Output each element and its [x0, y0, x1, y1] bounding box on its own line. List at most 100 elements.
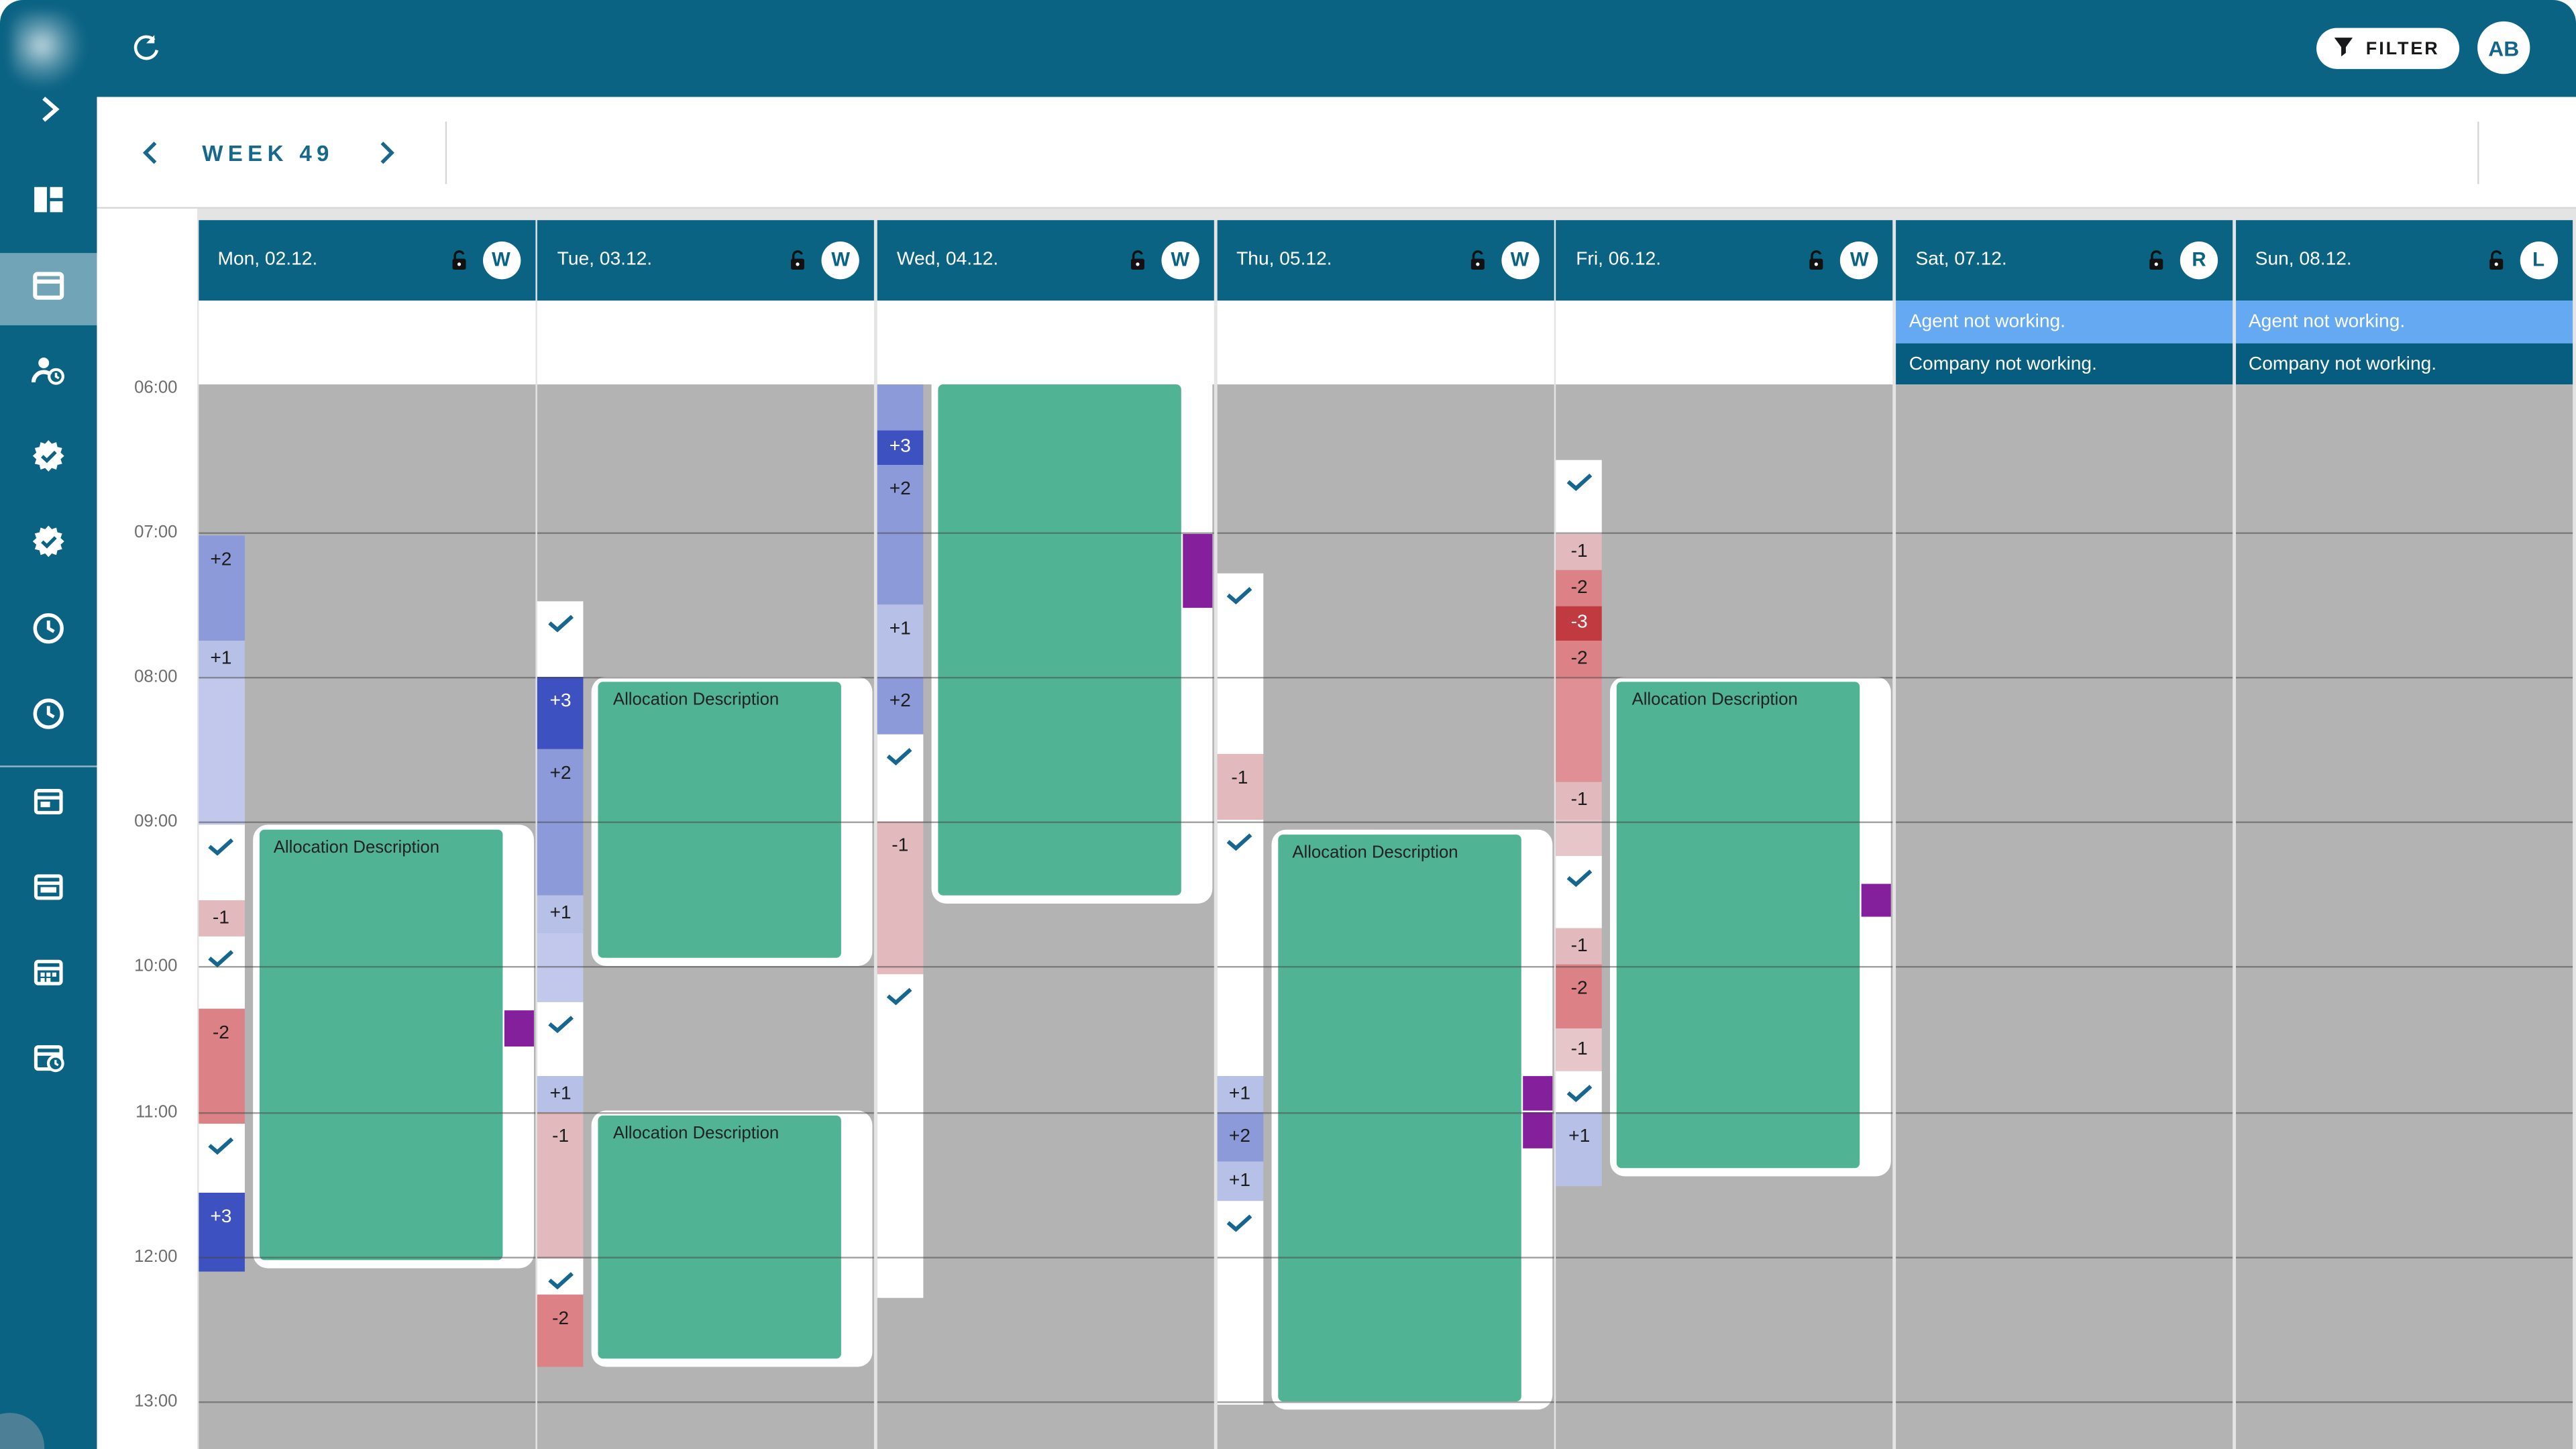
day-column-fri[interactable]: Allocation Description -1 -2 -3 -2 -1 -1 -2 -1 +1 — [1556, 384, 1893, 1449]
day-column-tue[interactable]: Allocation Description Allocation Descrip… — [537, 384, 875, 1449]
capacity-slot[interactable]: +1 — [198, 641, 244, 677]
capacity-slot[interactable]: -1 — [537, 1112, 584, 1258]
approved-slot[interactable] — [877, 734, 924, 822]
break-marker[interactable] — [1522, 1076, 1552, 1111]
capacity-slot[interactable]: -2 — [1556, 964, 1603, 1029]
capacity-slot[interactable] — [1556, 820, 1603, 856]
capacity-slot[interactable]: -2 — [1556, 570, 1603, 606]
day-header-mon[interactable]: Mon, 02.12. W — [198, 219, 535, 301]
capacity-slot[interactable]: -3 — [1556, 606, 1603, 641]
approved-slot[interactable] — [537, 1258, 584, 1295]
hour-gridline — [2235, 1256, 2573, 1258]
hour-gridline — [1556, 1401, 1893, 1403]
allocation-block[interactable]: Allocation Description — [592, 1110, 873, 1367]
capacity-slot[interactable] — [877, 384, 924, 431]
sidebar-item-schedule[interactable] — [0, 253, 97, 325]
approved-slot[interactable] — [1216, 1201, 1263, 1405]
capacity-slot[interactable]: -1 — [1556, 782, 1603, 820]
sidebar-item-planning[interactable] — [0, 1025, 97, 1097]
capacity-slot[interactable]: -2 — [537, 1294, 584, 1367]
next-week-button[interactable] — [373, 140, 399, 166]
allocation-block[interactable]: Allocation Description — [1610, 676, 1892, 1177]
break-marker[interactable] — [503, 1010, 533, 1046]
day-label: Sat, 07.12. — [1915, 250, 2007, 270]
capacity-slot[interactable]: +1 — [1216, 1161, 1263, 1201]
capacity-slot[interactable] — [198, 676, 244, 825]
sidebar-item-time[interactable] — [0, 596, 97, 669]
capacity-slot[interactable]: +2 — [198, 535, 244, 641]
capacity-slot[interactable]: +2 — [877, 676, 924, 735]
day-header-thu[interactable]: Thu, 05.12. W — [1216, 219, 1554, 301]
capacity-slot[interactable]: -1 — [1216, 754, 1263, 820]
previous-week-button[interactable] — [138, 140, 164, 166]
capacity-slot[interactable] — [1556, 676, 1603, 782]
capacity-slot[interactable]: +1 — [877, 604, 924, 677]
capacity-slot[interactable]: +1 — [1216, 1076, 1263, 1112]
capacity-slot[interactable]: +1 — [537, 1076, 584, 1112]
hour-gridline — [198, 676, 535, 679]
approved-slot[interactable] — [198, 824, 244, 901]
break-marker[interactable] — [1182, 533, 1213, 608]
capacity-slot[interactable]: -2 — [1556, 641, 1603, 677]
sidebar-item-agent-hours[interactable] — [0, 338, 97, 411]
sidebar-item-time-2[interactable] — [0, 682, 97, 754]
capacity-slot[interactable]: +2 — [1216, 1112, 1263, 1162]
allocation-block[interactable]: Allocation Description — [592, 676, 873, 966]
approved-slot[interactable] — [1556, 1071, 1603, 1112]
user-avatar[interactable]: AB — [2477, 21, 2530, 74]
day-subheader — [537, 301, 875, 385]
sidebar-item-day-view[interactable] — [0, 769, 97, 841]
approved-slot[interactable] — [1556, 460, 1603, 534]
capacity-slot[interactable]: +1 — [1556, 1112, 1603, 1187]
hour-gridline — [198, 966, 535, 969]
allocation-block[interactable]: Allocation Description — [252, 824, 533, 1269]
day-column-sat[interactable] — [1896, 384, 2233, 1449]
approved-slot[interactable] — [877, 974, 924, 1298]
filter-button[interactable]: FILTER — [2316, 28, 2460, 69]
day-column-mon[interactable]: Allocation Description +2 +1 -1 -2 +3 — [198, 384, 535, 1449]
capacity-slot[interactable]: +2 — [877, 465, 924, 605]
capacity-slot[interactable]: -2 — [198, 1008, 244, 1124]
break-marker[interactable] — [1522, 1112, 1552, 1148]
time-label: 12:00 — [134, 1246, 178, 1267]
capacity-slot[interactable]: +3 — [537, 676, 584, 749]
refresh-icon[interactable] — [129, 33, 162, 66]
sidebar-item-dashboard[interactable] — [0, 168, 97, 240]
day-column-sun[interactable] — [2235, 384, 2573, 1449]
day-column-wed[interactable]: +3 +2 +1 +2 -1 — [877, 384, 1214, 1449]
approved-slot[interactable] — [1556, 855, 1603, 928]
capacity-slot[interactable]: +3 — [198, 1192, 244, 1272]
sidebar-item-approvals-2[interactable] — [0, 509, 97, 582]
sidebar-item-month-view[interactable] — [0, 940, 97, 1012]
capacity-slot[interactable]: -1 — [1556, 1028, 1603, 1071]
sidebar-item-expand[interactable] — [0, 77, 97, 150]
capacity-value: -1 — [552, 1126, 570, 1147]
day-header-fri[interactable]: Fri, 06.12. W — [1556, 219, 1893, 301]
day-column-thu[interactable]: Allocation Description -1 +1 +2 +1 — [1216, 384, 1554, 1449]
day-header-tue[interactable]: Tue, 03.12. W — [537, 219, 875, 301]
allocation-block[interactable] — [931, 384, 1213, 904]
day-header-sun[interactable]: Sun, 08.12. L — [2235, 219, 2573, 301]
unlocked-icon — [447, 248, 469, 277]
approved-slot[interactable] — [537, 1002, 584, 1077]
approved-slot[interactable] — [537, 601, 584, 677]
capacity-slot[interactable]: -1 — [198, 900, 244, 936]
day-header-wed[interactable]: Wed, 04.12. W — [877, 219, 1214, 301]
sidebar-item-week-view[interactable] — [0, 854, 97, 926]
approved-slot[interactable] — [1216, 573, 1263, 755]
approved-slot[interactable] — [198, 936, 244, 1009]
capacity-slot[interactable]: -1 — [1556, 533, 1603, 570]
approved-slot[interactable] — [198, 1124, 244, 1193]
hour-gridline — [1896, 531, 2233, 534]
sidebar-item-approvals[interactable] — [0, 424, 97, 496]
approved-slot[interactable] — [1216, 820, 1263, 1077]
day-header-sat[interactable]: Sat, 07.12. R — [1896, 219, 2233, 301]
capacity-slot[interactable]: -1 — [877, 821, 924, 975]
allocation-block[interactable]: Allocation Description — [1271, 829, 1552, 1410]
hour-gridline — [537, 676, 875, 679]
capacity-slot[interactable]: +3 — [877, 430, 924, 466]
break-marker[interactable] — [1862, 883, 1892, 917]
capacity-slot[interactable]: +1 — [537, 895, 584, 934]
capacity-slot[interactable]: -1 — [1556, 928, 1603, 965]
corner-action-button[interactable] — [0, 1413, 45, 1449]
